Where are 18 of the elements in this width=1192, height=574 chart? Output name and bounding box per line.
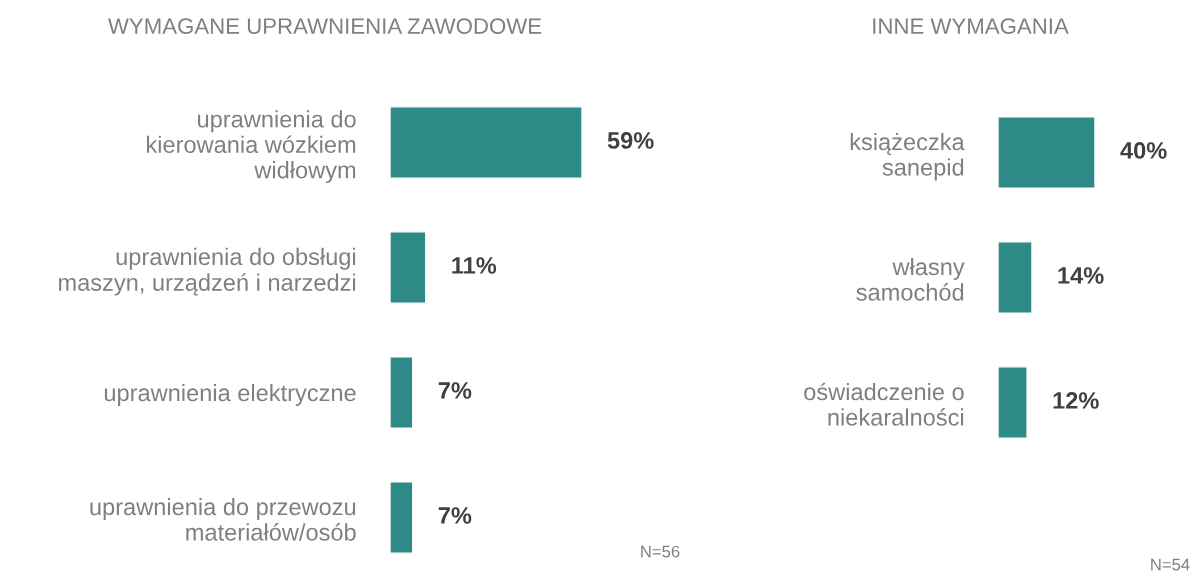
text: N=54 (1151, 558, 1190, 571)
y-tick-label: książeczka sanepid (850, 132, 965, 181)
y-tick-label: uprawnienia do przewozu materiałów/osób (90, 497, 356, 541)
data-label: 11% (452, 257, 497, 274)
y-tick-label: uprawnienia do obsługi maszyn, urządzeń i narzedzi (59, 247, 356, 296)
y-tick-label: uprawnienia do kierowania wózkiem widłowym (147, 110, 356, 184)
chart-title: WYMAGANE UPRAWNIENIA ZAWODOWE (108, 18, 542, 34)
chart-title: INNE WYMAGANIA (873, 18, 1069, 34)
data-label: 59% (607, 132, 654, 149)
data-label: 7% (438, 382, 472, 399)
y-tick-label: własny samochód (856, 257, 965, 301)
data-label: 7% (438, 507, 472, 524)
data-label: 14% (1058, 267, 1104, 284)
data-label: 40% (1120, 142, 1167, 159)
text: N=56 (641, 545, 680, 558)
y-tick-label: uprawnienia elektryczne (104, 383, 356, 406)
data-label: 12% (1053, 392, 1099, 409)
y-tick-label: oświadczenie o niekaralności (804, 382, 964, 426)
